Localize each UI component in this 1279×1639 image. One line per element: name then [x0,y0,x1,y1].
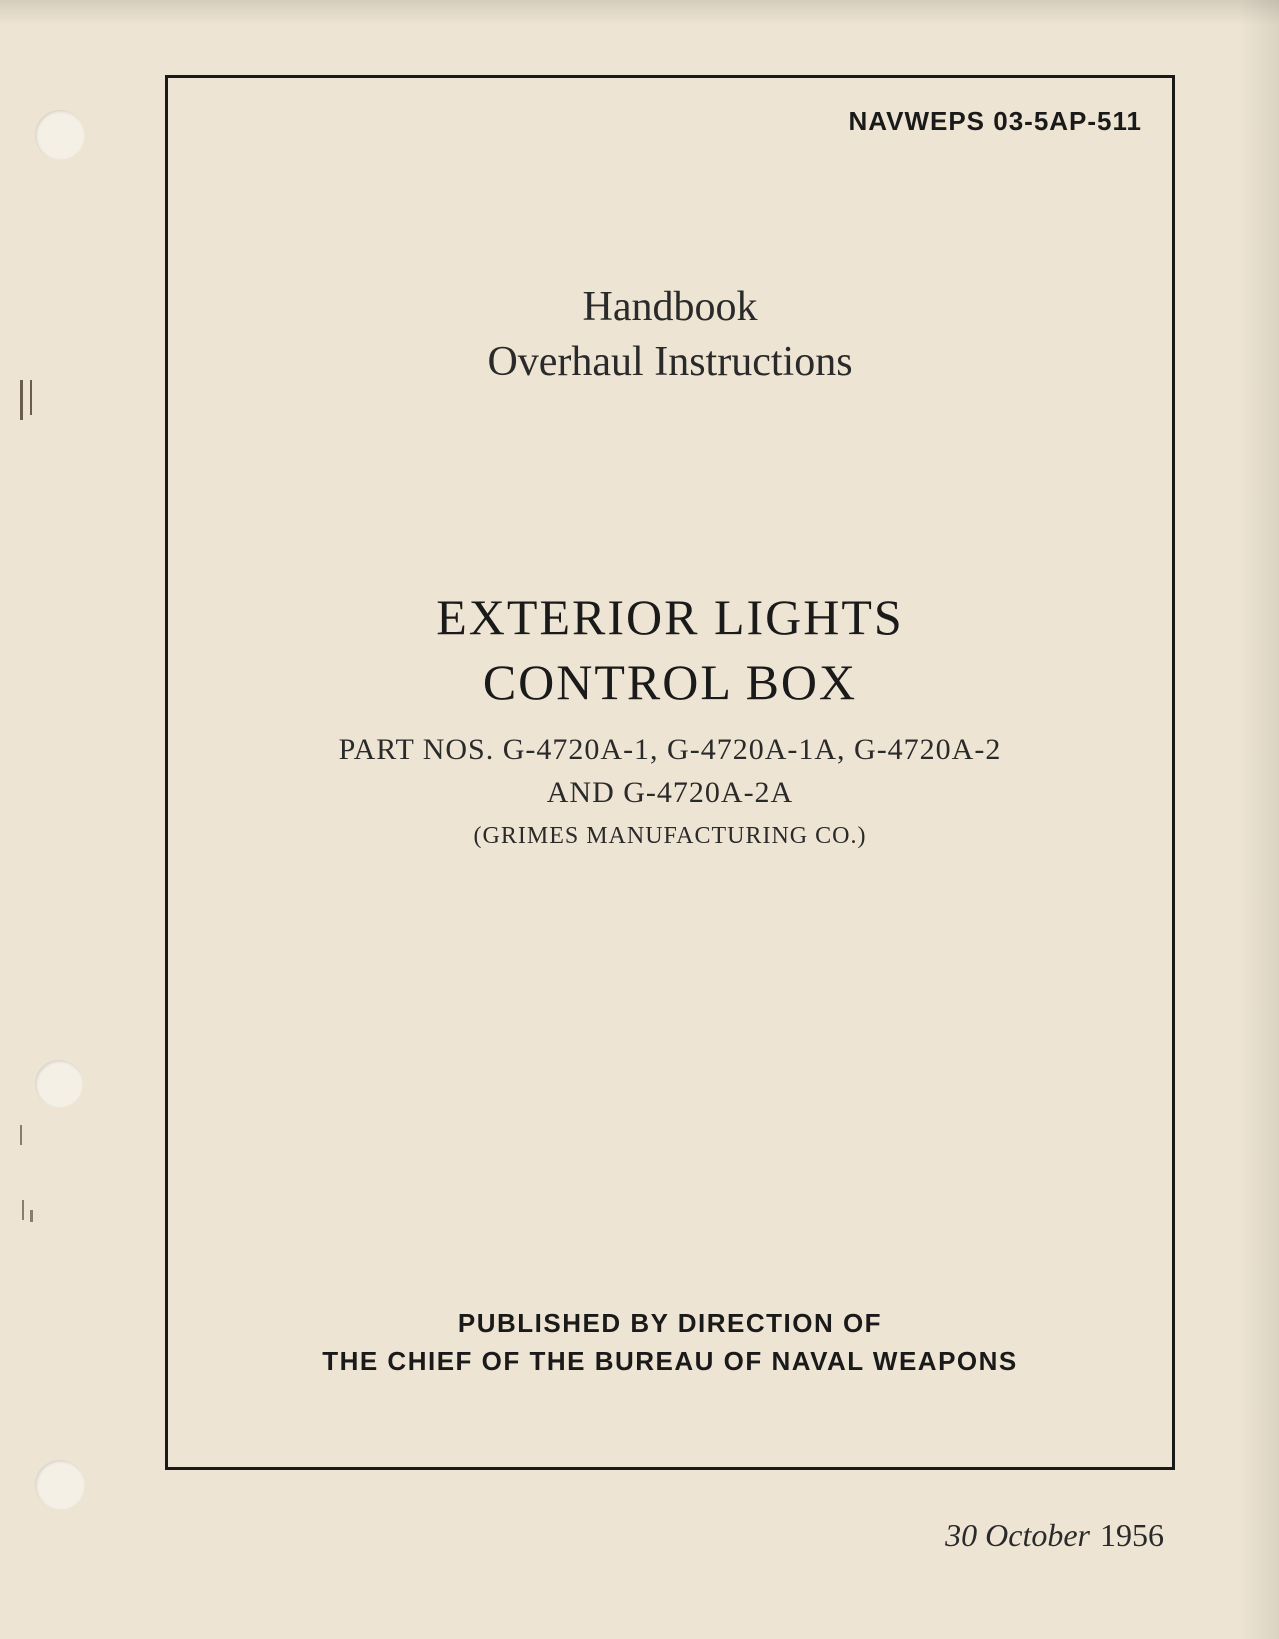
page-mark [30,1210,33,1222]
date-month-day: 30 October [945,1517,1090,1553]
main-title-line-1: EXTERIOR LIGHTS [168,588,1172,646]
page-mark [22,1200,24,1220]
page-mark [20,1125,22,1145]
document-number: NAVWEPS 03-5AP-511 [848,106,1142,137]
publication-date: 30 October 1956 [945,1517,1164,1554]
part-numbers-line-1: PART NOS. G-4720A-1, G-4720A-1A, G-4720A… [168,733,1172,767]
document-page: NAVWEPS 03-5AP-511 Handbook Overhaul Ins… [0,0,1279,1639]
part-numbers-line-2: AND G-4720A-2A [168,776,1172,810]
overhaul-heading: Overhaul Instructions [168,338,1172,386]
publisher-line-1: PUBLISHED BY DIRECTION OF [168,1308,1172,1339]
publisher-line-2: THE CHIEF OF THE BUREAU OF NAVAL WEAPONS [168,1346,1172,1377]
manufacturer-label: (GRIMES MANUFACTURING CO.) [168,823,1172,850]
handbook-heading: Handbook [168,283,1172,331]
page-top-shadow [0,0,1279,25]
content-frame: NAVWEPS 03-5AP-511 Handbook Overhaul Ins… [165,75,1175,1470]
punch-hole [35,1060,83,1108]
staple-mark [20,380,23,420]
punch-hole [35,110,85,160]
staple-mark [30,380,32,415]
punch-hole [35,1460,85,1510]
page-right-shadow [1239,0,1279,1639]
date-year: 1956 [1100,1517,1164,1553]
main-title-line-2: CONTROL BOX [168,653,1172,711]
